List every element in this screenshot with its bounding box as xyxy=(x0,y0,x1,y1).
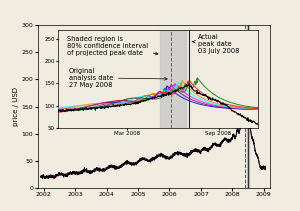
Bar xyxy=(247,25,249,188)
Y-axis label: price / USD: price / USD xyxy=(13,87,19,126)
